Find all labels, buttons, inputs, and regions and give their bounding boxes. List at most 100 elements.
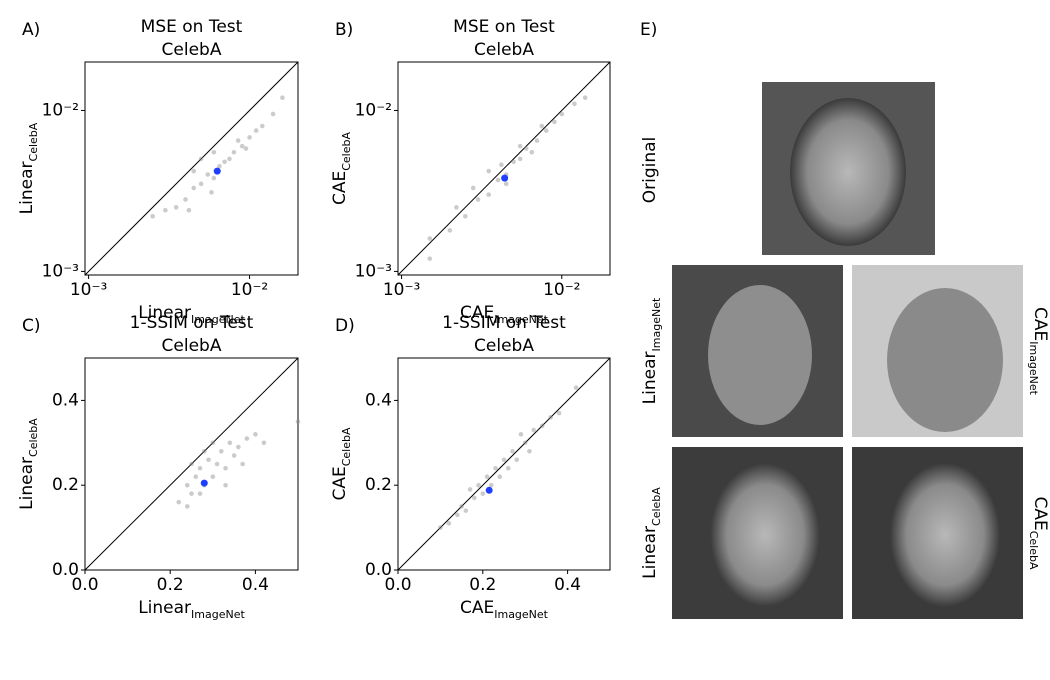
sample-point	[514, 457, 520, 463]
sample-point	[518, 432, 524, 437]
sample-point	[484, 474, 490, 480]
sample-point	[235, 138, 241, 143]
panel-label: E)	[640, 20, 657, 40]
sample-point	[247, 135, 252, 140]
mean-point	[213, 167, 221, 175]
sample-point	[150, 213, 155, 219]
sample-point	[191, 168, 197, 174]
sample-point	[189, 491, 194, 496]
y-axis-label-main: CAE	[330, 466, 350, 500]
sample-point	[219, 448, 224, 454]
sample-point	[231, 149, 237, 155]
y-tick-label: 0.4	[52, 390, 79, 410]
y-axis-label: LinearCelebA	[17, 418, 40, 510]
x-axis-label-main: Linear	[138, 598, 191, 618]
sample-point	[459, 504, 464, 509]
y-axis-label-subscript: CelebA	[340, 132, 353, 171]
sample-point	[454, 205, 459, 210]
y-tick-label: 0.2	[365, 475, 392, 495]
y-tick-label: 0.2	[52, 475, 79, 495]
identity-line	[397, 61, 611, 276]
identity-line	[397, 357, 611, 571]
plot-frame	[397, 357, 611, 571]
identity-line	[84, 61, 299, 276]
sample-point	[467, 487, 473, 492]
chart-title: MSE on Test	[141, 17, 243, 37]
sample-point	[505, 465, 511, 471]
x-tick-label: 10⁻²	[231, 280, 268, 300]
x-tick-label: 0.0	[71, 575, 98, 595]
sample-point	[488, 482, 494, 488]
sample-point	[517, 143, 523, 149]
sample-point	[217, 163, 222, 169]
image-caption-main: Original	[640, 137, 660, 204]
sample-point	[501, 457, 507, 463]
sample-point	[211, 149, 217, 155]
face	[708, 285, 812, 425]
image-caption: Original	[640, 137, 660, 204]
x-tick-label: 10⁻²	[543, 280, 580, 300]
chart-title: CelebA	[162, 40, 222, 60]
y-axis-label: CAECelebA	[330, 427, 353, 501]
sample-point	[244, 436, 250, 441]
x-axis-label: LinearImageNet	[138, 303, 245, 326]
panel-label: A)	[22, 20, 40, 40]
image-caption-main: Linear	[640, 526, 660, 579]
sample-point	[191, 185, 197, 191]
x-axis-label: CAEImageNet	[460, 598, 549, 621]
sample-point	[173, 205, 179, 210]
sample-point	[253, 432, 258, 437]
sample-point	[193, 474, 199, 480]
sample-point	[184, 482, 190, 488]
sample-point	[534, 138, 540, 143]
sample-point	[206, 457, 211, 463]
image-caption-main: CAE	[1030, 307, 1050, 341]
face	[890, 463, 1000, 607]
sample-point	[236, 444, 241, 450]
face	[790, 98, 906, 246]
sample-point	[210, 440, 216, 446]
sample-point	[463, 508, 469, 513]
face	[710, 463, 820, 607]
sample-point	[209, 190, 214, 195]
sample-point	[470, 185, 476, 191]
sample-point	[197, 491, 203, 496]
sample-point	[529, 149, 535, 155]
sample-point	[517, 156, 523, 162]
sample-point	[227, 440, 233, 446]
sample-point	[201, 448, 207, 454]
sample-point	[427, 236, 433, 241]
y-axis-label: LinearCelebA	[17, 122, 40, 214]
panel-label: B)	[335, 20, 353, 40]
y-tick-label: 0.0	[365, 560, 392, 580]
y-tick-label: 10⁻³	[355, 261, 392, 281]
image-panel: E)	[640, 20, 1023, 619]
y-axis-label-subscript: CelebA	[340, 427, 353, 466]
sample-point	[463, 213, 468, 219]
sample-point	[223, 482, 228, 488]
sample-point	[522, 440, 528, 446]
y-axis-label-main: Linear	[17, 161, 37, 214]
sample-point	[552, 119, 557, 125]
image-caption-subscript: ImageNet	[1027, 341, 1040, 395]
sample-point	[295, 419, 301, 424]
sample-point	[539, 423, 545, 429]
sample-point	[573, 385, 579, 390]
sample-point	[210, 474, 216, 480]
sample-point	[189, 461, 194, 467]
x-axis-label-main: CAE	[460, 598, 494, 618]
y-tick-label: 10⁻²	[42, 100, 79, 120]
chart-title: MSE on Test	[453, 17, 555, 37]
x-tick-label: 0.2	[469, 575, 496, 595]
sample-point	[475, 197, 481, 202]
sample-point	[253, 128, 259, 133]
sample-point	[231, 453, 237, 458]
x-axis-label-subscript: ImageNet	[191, 608, 245, 621]
sample-point	[438, 525, 443, 530]
image-caption: LinearCelebA	[640, 487, 663, 579]
sample-point	[261, 440, 267, 446]
sample-point	[539, 123, 545, 129]
sample-point	[243, 146, 249, 151]
sample-point	[511, 159, 516, 165]
